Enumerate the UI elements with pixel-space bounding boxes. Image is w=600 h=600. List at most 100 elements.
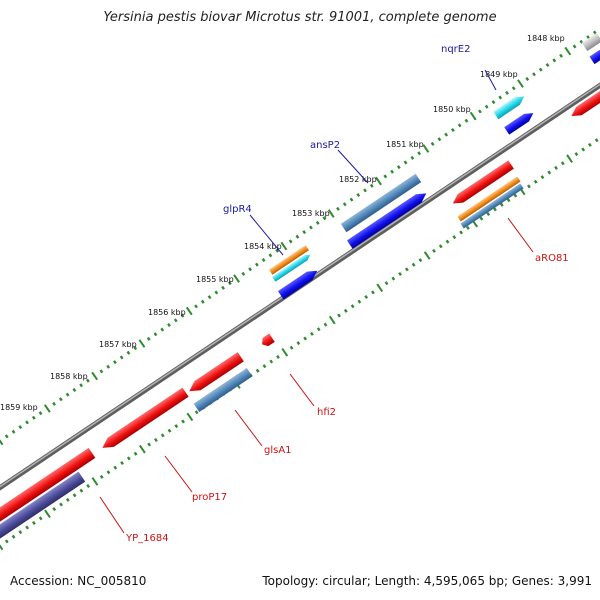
minor-tick [349,197,354,202]
scale-labels: 1848 kbp 1849 kbp 1850 kbp 1851 kbp 1852… [0,34,565,412]
minor-tick [58,397,63,402]
major-tick [280,241,288,251]
gene-block-glsA1-steel [193,368,253,412]
minor-tick [574,152,579,157]
minor-tick [133,451,138,456]
major-tick [233,274,240,283]
minor-tick [261,257,266,262]
minor-tick [99,369,104,374]
minor-tick [174,424,179,429]
scale-label-1852: 1852 kbp [339,175,377,184]
minor-tick [581,147,586,152]
minor-tick [357,299,362,304]
minor-tick [106,364,111,369]
minor-tick [181,419,185,424]
minor-tick [52,507,57,512]
minor-tick [147,442,152,447]
major-tick [517,79,524,88]
accession-text: Accession: NC_005810 [10,574,147,588]
minor-tick [459,230,463,235]
minor-tick [32,520,36,525]
minor-tick [484,104,489,109]
minor-tick [120,461,124,466]
minor-tick [11,534,16,539]
minor-tick [275,248,280,253]
minor-tick [38,411,43,416]
minor-tick [364,295,369,300]
scale-label-1855: 1855 kbp [196,275,234,284]
major-tick [566,154,573,163]
gene-label-glsA1: glsA1 [264,445,292,456]
map-title: Yersinia pestis biovar Microtus str. 910… [103,10,497,25]
minor-tick [59,502,63,507]
minor-tick [451,128,455,133]
minor-tick [452,235,457,240]
minor-tick [369,183,374,188]
minor-tick [592,30,597,35]
minor-tick [560,161,565,166]
minor-tick [356,192,361,197]
minor-tick [194,304,198,309]
minor-tick [255,368,260,373]
minor-tick [160,327,165,332]
minor-tick [289,345,294,350]
major-tick [0,439,4,446]
minor-tick [384,281,389,286]
minor-tick [586,35,590,40]
minor-tick [404,267,409,272]
minor-tick [411,262,416,267]
gene-block-1848-silver [581,32,600,52]
minor-tick [493,207,497,212]
gene-label-nqrE2: nqrE2 [441,44,470,55]
minor-tick [269,359,274,364]
minor-tick [241,271,246,276]
minor-tick [133,346,138,351]
minor-tick [315,220,320,225]
scale-label-1848: 1848 kbp [527,34,565,43]
gene-label-yp1684: YP_1684 [125,533,169,544]
minor-tick [417,151,422,156]
minor-tick [391,276,396,281]
minor-tick [432,248,436,253]
scale-label-1851: 1851 kbp [386,140,424,149]
minor-tick [363,188,367,193]
minor-tick [276,354,280,359]
minor-tick [342,202,347,207]
minor-tick [343,308,348,313]
minor-tick [309,225,313,230]
minor-tick [371,290,375,295]
minor-tick [552,58,557,63]
scale-label-1854: 1854 kbp [244,242,282,251]
minor-tick [398,271,402,276]
minor-tick [25,420,29,425]
major-tick [375,176,382,186]
major-tick [138,339,146,348]
minor-tick [227,281,232,286]
gene-block-glsA1-red [189,352,244,392]
minor-tick [486,212,491,217]
minor-tick [72,387,77,392]
minor-tick [525,76,530,81]
minor-tick [464,118,469,123]
minor-tick [465,225,470,230]
minor-tick [430,141,435,146]
minor-tick [126,350,131,355]
minor-tick [207,295,212,300]
gene-block-yp1684-slate [0,471,86,549]
minor-tick [316,327,321,332]
minor-tick [418,258,423,263]
minor-tick [390,169,394,174]
minor-tick [323,322,328,327]
minor-tick [499,202,504,207]
minor-tick [303,336,308,341]
minor-tick [498,95,503,100]
minor-tick [540,175,545,180]
minor-tick [532,72,536,77]
minor-tick [86,484,91,489]
minor-tick [214,290,219,295]
minor-tick [106,470,111,475]
minor-tick [444,132,449,137]
major-tick [281,348,289,357]
minor-tick [511,86,516,91]
